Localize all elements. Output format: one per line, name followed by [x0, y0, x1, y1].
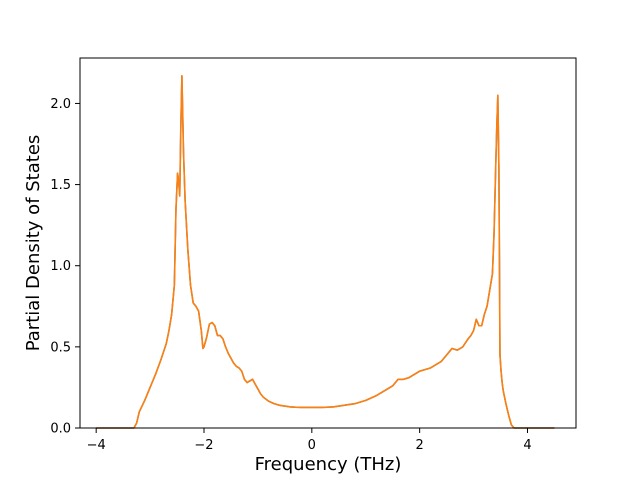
y-tick-label: 2.0 — [50, 97, 71, 112]
x-axis-label: Frequency (THz) — [255, 454, 402, 475]
y-tick-label: 0.5 — [50, 340, 71, 355]
dos-curve — [96, 75, 555, 429]
axes-frame — [79, 57, 577, 429]
y-tick-label: 1.5 — [50, 178, 71, 193]
x-tick-label: 2 — [416, 438, 424, 453]
x-tick-label: 4 — [523, 438, 531, 453]
x-tick-label: −2 — [194, 438, 213, 453]
y-tick-label: 1.0 — [50, 259, 71, 274]
y-tick-label: 0.0 — [50, 422, 71, 437]
y-axis: 0.0 0.5 1.0 1.5 2.0 — [50, 97, 80, 437]
x-tick-label: −4 — [87, 438, 106, 453]
y-axis-label: Partial Density of States — [23, 135, 44, 352]
curve-layer — [96, 75, 555, 429]
x-axis: −4 −2 0 2 4 — [87, 428, 532, 453]
x-tick-label: 0 — [308, 438, 316, 453]
